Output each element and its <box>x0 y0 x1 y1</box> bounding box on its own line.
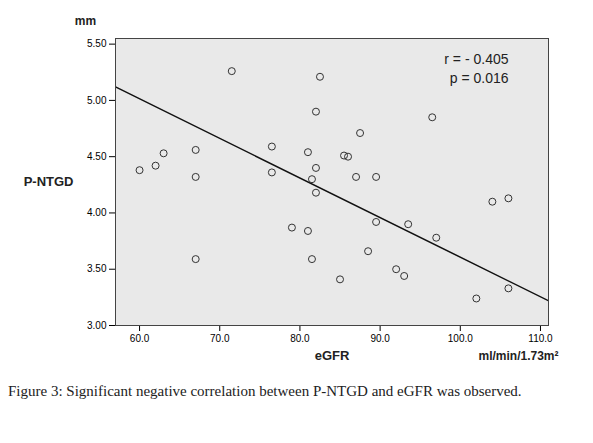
svg-text:P-NTGD: P-NTGD <box>24 174 74 189</box>
svg-text:mm: mm <box>75 14 96 28</box>
svg-text:100.0: 100.0 <box>448 333 473 344</box>
svg-text:4.50: 4.50 <box>87 151 107 162</box>
svg-text:60.0: 60.0 <box>130 333 150 344</box>
svg-text:eGFR: eGFR <box>315 348 350 363</box>
html-text:Figure 3: Significant negative: Figure 3: Significant negative correlati… <box>8 383 522 399</box>
svg-text:3.50: 3.50 <box>87 263 107 274</box>
svg-text:90.0: 90.0 <box>370 333 390 344</box>
svg-text:80.0: 80.0 <box>290 333 310 344</box>
svg-text:r = - 0.405p = 0.016: r = - 0.405p = 0.016 <box>444 51 508 86</box>
svg-text:4.00: 4.00 <box>87 207 107 218</box>
svg-text:5.50: 5.50 <box>87 38 107 49</box>
svg-text:3.00: 3.00 <box>87 320 107 331</box>
svg-text:ml/min/1.73m²: ml/min/1.73m² <box>478 349 558 363</box>
svg-text:110.0: 110.0 <box>528 333 553 344</box>
svg-text:5.00: 5.00 <box>87 95 107 106</box>
svg-text:70.0: 70.0 <box>210 333 230 344</box>
